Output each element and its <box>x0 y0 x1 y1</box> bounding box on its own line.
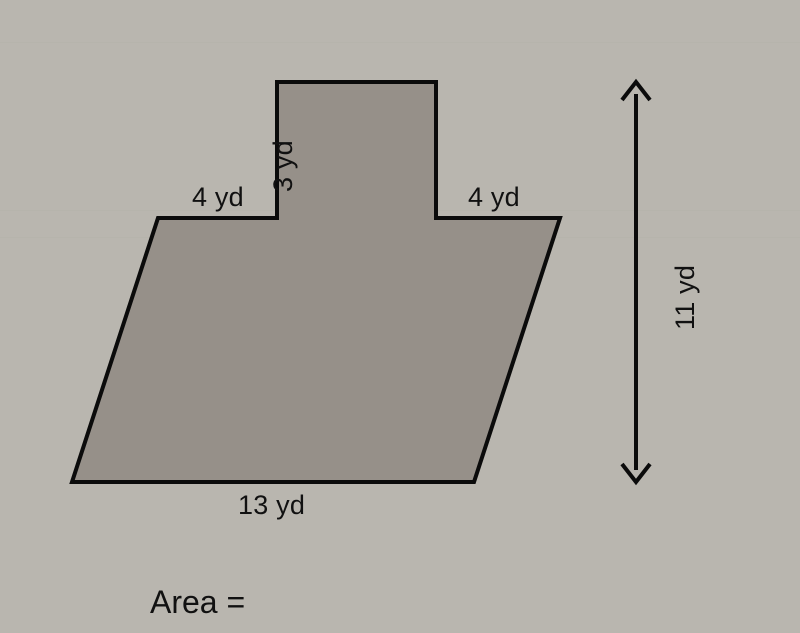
dim-label-top-left: 4 yd <box>192 182 244 213</box>
dim-label-base: 13 yd <box>238 490 305 521</box>
height-dimension-arrow <box>622 82 650 482</box>
dim-label-rect-height: 3 yd <box>268 140 299 192</box>
composite-shape <box>72 82 560 482</box>
area-prompt: Area = <box>150 584 245 621</box>
dim-label-total-height: 11 yd <box>670 265 701 330</box>
dim-label-top-right: 4 yd <box>468 182 520 213</box>
diagram-stage: 4 yd 4 yd 3 yd 13 yd 11 yd Area = <box>0 0 800 633</box>
